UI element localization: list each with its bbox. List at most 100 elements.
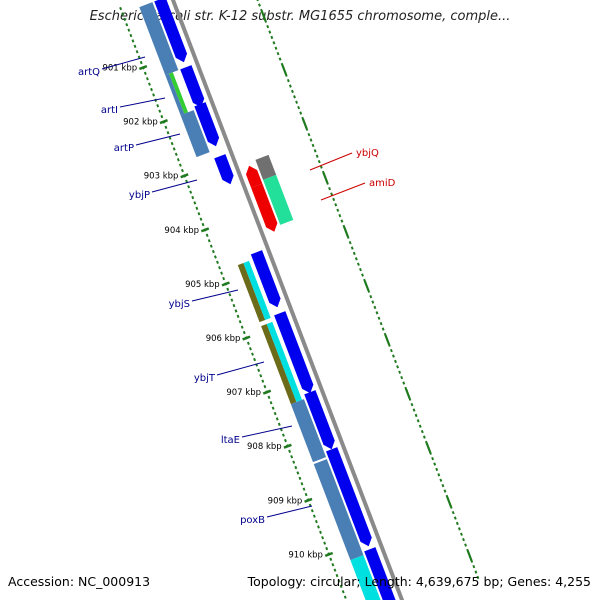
tick-mark (145, 77, 149, 81)
gene-label-ybjP[interactable]: ybjP (129, 190, 150, 201)
gene-track-steel[interactable] (180, 110, 210, 158)
tick-mark (261, 379, 265, 383)
tick-mark (260, 10, 267, 21)
gene-label-connector (216, 361, 265, 376)
gene-label-ybjT[interactable]: ybjT (194, 373, 216, 384)
gene-track-steel[interactable] (313, 459, 364, 561)
tick-mark (339, 584, 343, 589)
tick-mark (150, 87, 153, 92)
tick-mark (207, 239, 211, 243)
tick-mark (414, 413, 418, 418)
tick-mark (129, 33, 133, 38)
tick-mark (266, 24, 270, 29)
gene-track-olive[interactable] (261, 323, 297, 405)
tick-mark (455, 521, 459, 526)
kbp-tick (262, 389, 272, 395)
gene-cds-arrow[interactable] (214, 154, 234, 185)
tick-mark (213, 255, 217, 259)
tick-mark (160, 114, 164, 119)
tick-mark (172, 147, 176, 151)
gene-track-steel[interactable] (139, 2, 179, 76)
gene-label-amiD[interactable]: amiD (369, 178, 396, 189)
gene-cds-arrow[interactable] (180, 65, 205, 108)
tick-mark (304, 492, 308, 497)
gene-track-gray[interactable] (255, 154, 277, 180)
map-title: Escherichia coli str. K-12 substr. MG165… (89, 9, 511, 24)
tick-mark (331, 563, 335, 567)
tick-mark (332, 197, 336, 202)
gene-track-steel[interactable] (165, 73, 185, 116)
tick-mark (381, 327, 385, 331)
gene-cds-arrow[interactable] (326, 447, 372, 547)
gene-cds-arrow[interactable] (250, 250, 281, 308)
tick-mark (389, 348, 393, 353)
tick-mark (346, 235, 350, 239)
tick-mark (371, 300, 375, 304)
gene-label-ltaE[interactable]: ltaE (221, 435, 240, 446)
tick-mark (359, 267, 362, 272)
tick-mark (472, 564, 476, 569)
tick-mark (367, 289, 371, 293)
tick-mark (199, 217, 203, 221)
gene-cds-arrow[interactable] (194, 102, 220, 147)
gene-label-ybjQ[interactable]: ybjQ (356, 148, 379, 159)
tick-mark (278, 57, 282, 61)
gene-cds-arrow-red[interactable] (251, 183, 278, 232)
gene-label-poxB[interactable]: poxB (240, 515, 265, 526)
tick-mark (300, 482, 304, 486)
gene-track-mint[interactable] (263, 174, 294, 225)
tick-mark (418, 424, 422, 428)
tick-mark (429, 451, 432, 455)
tick-mark (354, 257, 358, 261)
tick-mark (264, 19, 268, 23)
gene-track-cyan[interactable] (266, 321, 303, 402)
gene-track-olive[interactable] (237, 262, 266, 323)
gene-cds-arrow[interactable] (274, 311, 314, 394)
tick-mark (441, 483, 445, 488)
tick-mark (286, 78, 290, 83)
tick-mark (288, 84, 292, 88)
tick-mark (137, 55, 141, 59)
tick-mark (119, 6, 123, 11)
gene-label-artP[interactable]: artP (114, 143, 134, 154)
gene-cds-arrow[interactable] (154, 0, 188, 63)
gene-label-connector (151, 179, 198, 193)
gene-cds-arrow-red[interactable] (245, 165, 263, 188)
gene-track-green[interactable] (169, 72, 189, 114)
gene-label-artI[interactable]: artI (101, 105, 118, 116)
tick-mark (323, 541, 327, 545)
gene-cds-arrow[interactable] (304, 390, 335, 450)
kbp-tick (304, 497, 313, 503)
gene-label-ybjS[interactable]: ybjS (169, 299, 190, 310)
kbp-tick (221, 281, 230, 287)
tick-mark (326, 181, 329, 185)
tick-mark (193, 201, 197, 205)
gene-label-artQ[interactable]: artQ (78, 67, 100, 78)
gene-track-steel[interactable] (290, 399, 327, 463)
tick-mark (272, 41, 276, 45)
kbp-label: 902 kbp (123, 118, 158, 128)
tick-mark (298, 476, 302, 481)
tick-mark (271, 406, 275, 410)
gene-track-cyan[interactable] (243, 260, 271, 320)
tick-mark (290, 455, 294, 459)
tick-mark (238, 320, 242, 324)
tick-mark (270, 35, 274, 40)
tick-mark (133, 44, 137, 49)
tick-mark (405, 388, 411, 399)
tick-mark (209, 244, 213, 248)
tick-mark (373, 305, 377, 310)
tick-mark (176, 158, 180, 162)
gene-track-cyan[interactable] (350, 555, 385, 600)
tick-mark (166, 131, 170, 135)
gene-label-connector (135, 133, 181, 146)
gene-cds-arrow[interactable] (364, 547, 396, 600)
accession-text: Accession: NC_000913 (8, 574, 151, 589)
tick-mark (329, 557, 333, 562)
tick-mark (131, 39, 135, 43)
tick-mark (317, 159, 321, 164)
tick-mark (218, 266, 221, 270)
tick-mark (363, 280, 370, 291)
tick-mark (343, 595, 347, 599)
